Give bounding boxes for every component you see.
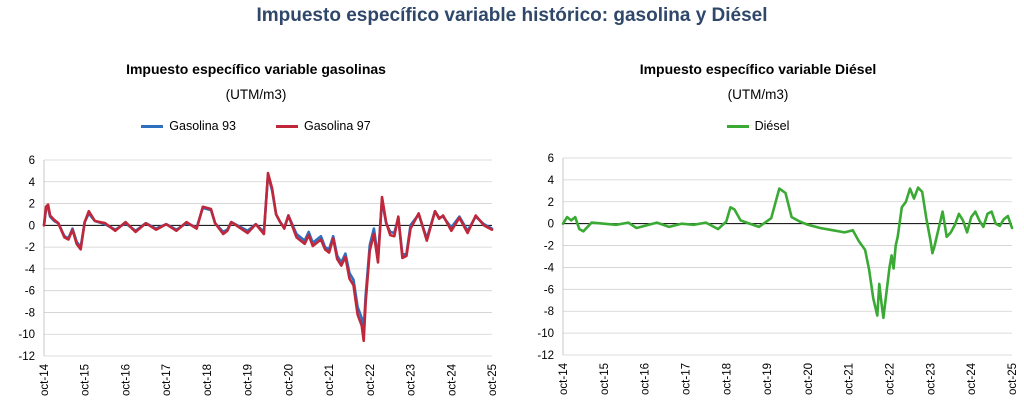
legend-item-gasolina-93: Gasolina 93	[141, 119, 236, 133]
legend-item-diesel: Diésel	[726, 119, 790, 133]
page-title: Impuesto específico variable histórico: …	[256, 5, 768, 26]
chart-subtitle: (UTM/m3)	[225, 87, 287, 102]
y-tick-label: -4	[25, 264, 36, 276]
x-tick-label: oct-17	[161, 364, 173, 396]
y-tick-label: 0	[29, 220, 35, 232]
y-tick-label: 6	[548, 153, 554, 165]
y-tick-label: -6	[25, 286, 35, 298]
chart-plot-gasolinas: 6 4 2 0 -2 -4 -6 -8 -10 -12 oct-14 oct-15 oct-16 oct-…	[18, 155, 499, 396]
y-tick-label: 6	[29, 155, 35, 167]
chart-gasolinas: Impuesto específico variable gasolinas (…	[0, 61, 512, 396]
y-tick-label: -12	[18, 351, 35, 363]
series-line-gasolina-97	[42, 171, 494, 343]
y-tick-label: -10	[18, 329, 35, 341]
x-tick-label: oct-25	[1007, 363, 1019, 395]
x-tick-label: oct-21	[844, 363, 856, 395]
y-tick-label: -8	[544, 306, 554, 318]
chart-title: Impuesto específico variable Diésel	[639, 61, 877, 77]
legend-swatch-gasolina-97	[276, 124, 298, 128]
legend-item-gasolina-97: Gasolina 97	[276, 119, 371, 133]
series-line-di-sel	[561, 186, 1014, 320]
y-tick-label: 4	[29, 177, 36, 189]
x-tick-label: oct-20	[283, 364, 295, 396]
x-tick-label: oct-18	[721, 363, 733, 395]
y-tick-label: 0	[548, 219, 554, 231]
y-tick-label: -8	[25, 307, 35, 319]
chart-title: Impuesto específico variable gasolinas	[126, 61, 386, 77]
y-tick-label: -2	[25, 242, 35, 254]
y-tick-label: -6	[544, 284, 554, 296]
x-tick-label: oct-23	[925, 363, 937, 395]
x-tick-label: oct-15	[80, 364, 92, 396]
x-tick-label: oct-14	[558, 362, 570, 395]
y-tick-label: -2	[544, 241, 554, 253]
series-line-gasolina-93	[42, 173, 494, 332]
x-tick-label: oct-16	[120, 364, 132, 396]
x-tick-label: oct-24	[966, 362, 978, 395]
y-tick-label: -10	[537, 328, 554, 340]
x-tick-label: oct-21	[324, 364, 336, 396]
chart-legend: Diésel	[502, 119, 1014, 133]
chart-legend: Gasolina 93 Gasolina 97	[0, 119, 512, 133]
x-tick-label: oct-25	[487, 364, 499, 396]
y-tick-label: 2	[548, 197, 554, 209]
x-tick-label: oct-14	[39, 363, 51, 396]
legend-label-gasolina-97: Gasolina 97	[304, 119, 371, 133]
y-tick-label: 2	[29, 199, 35, 211]
x-tick-label: oct-23	[406, 364, 418, 396]
legend-swatch-gasolina-93	[141, 124, 164, 128]
x-tick-label: oct-17	[680, 363, 692, 395]
x-tick-label: oct-20	[803, 363, 815, 395]
y-tick-label: -12	[537, 350, 554, 362]
x-tick-label: oct-22	[365, 364, 377, 396]
x-tick-label: oct-24	[446, 363, 458, 396]
y-tick-label: -4	[544, 262, 555, 274]
y-tick-label: 4	[548, 175, 555, 187]
chart-subtitle: (UTM/m3)	[727, 87, 789, 102]
legend-label-gasolina-93: Gasolina 93	[169, 119, 236, 133]
chart-diesel: Impuesto específico variable Diésel (UTM…	[512, 0, 1024, 414]
x-tick-label: oct-18	[202, 364, 214, 396]
chart-plot-diesel: 6 4 2 0 -2 -4 -6 -8 -10 -12 oct-14 oct-15 oct-16 oct-…	[537, 153, 1019, 395]
x-tick-label: oct-16	[640, 363, 652, 395]
legend-swatch-diesel	[726, 124, 749, 128]
x-tick-label: oct-15	[599, 363, 611, 395]
x-tick-label: oct-19	[243, 364, 255, 396]
x-tick-label: oct-19	[762, 363, 774, 395]
legend-label-diesel: Diésel	[754, 119, 790, 133]
x-tick-label: oct-22	[885, 363, 897, 395]
